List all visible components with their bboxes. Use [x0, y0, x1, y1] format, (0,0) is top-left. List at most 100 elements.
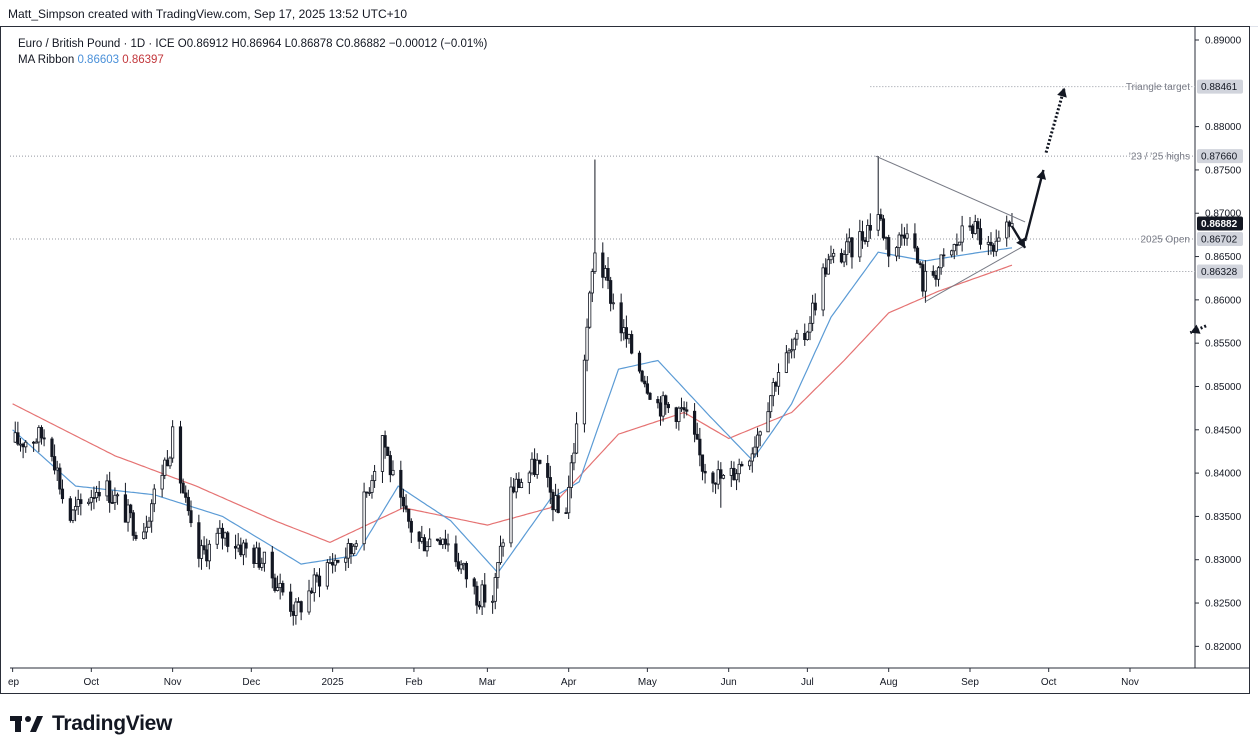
- candle-body: [50, 438, 54, 457]
- candle-body: [186, 496, 190, 512]
- candle-body: [719, 469, 723, 479]
- candle-body: [674, 407, 678, 422]
- candle-body: [535, 459, 539, 475]
- candle-body: [824, 267, 828, 275]
- candle-body: [215, 532, 219, 545]
- candle-body: [884, 237, 888, 239]
- candle-body: [918, 262, 922, 265]
- candle-body: [913, 233, 917, 249]
- candle-body: [108, 480, 112, 503]
- candle-body: [894, 247, 899, 257]
- candle-body: [677, 407, 681, 422]
- candle-body: [590, 271, 594, 294]
- candle-body: [312, 574, 316, 594]
- candle-body: [645, 383, 649, 394]
- candle-body: [325, 562, 329, 587]
- y-tick-label: 0.84000: [1205, 469, 1242, 480]
- level-price-label: 0.86328: [1201, 267, 1238, 278]
- candle-body: [845, 241, 849, 255]
- candle-body: [847, 237, 851, 243]
- candle-body: [994, 240, 998, 252]
- dotted-projection-arrow: [1044, 87, 1066, 154]
- candle-body: [299, 601, 303, 613]
- candle-body: [365, 491, 369, 494]
- candle-body: [21, 443, 25, 448]
- candle-body: [950, 250, 954, 256]
- level-price-tag: [1197, 232, 1243, 247]
- low-value: L0.86878: [284, 38, 333, 50]
- candle-body: [223, 532, 227, 539]
- x-tick-label: Jul: [801, 677, 814, 688]
- y-tick-label: 0.86000: [1205, 295, 1242, 306]
- tradingview-logo[interactable]: TradingView: [10, 712, 172, 736]
- candle-body: [160, 474, 164, 490]
- candle-body: [748, 460, 752, 467]
- candle-body: [71, 509, 75, 521]
- candle-body: [514, 478, 518, 493]
- candle-body: [832, 252, 836, 257]
- candle-body: [134, 535, 138, 539]
- candle-body: [477, 604, 482, 608]
- candle-body: [205, 549, 209, 562]
- triangle-lower-trendline: [925, 244, 1026, 303]
- candle-body: [152, 488, 156, 505]
- candle-body: [315, 574, 319, 577]
- open-value: O0.86912: [177, 38, 229, 50]
- candle-body: [399, 469, 403, 498]
- candle-body: [826, 259, 830, 275]
- candle-body: [150, 503, 154, 522]
- candle-body: [732, 467, 736, 481]
- candle-body: [574, 423, 579, 454]
- candle-body: [456, 561, 461, 570]
- arrow-head: [1036, 169, 1047, 180]
- y-tick-label: 0.82500: [1205, 599, 1242, 610]
- candle-body: [39, 427, 44, 439]
- candle-body: [226, 532, 230, 547]
- candle-body: [501, 542, 505, 547]
- candle-body: [868, 225, 872, 231]
- level-price-tag: [1197, 79, 1243, 94]
- candle-body: [658, 402, 663, 417]
- y-tick-label: 0.85500: [1205, 339, 1242, 350]
- arrow-head: [1016, 237, 1026, 248]
- candle-body: [110, 502, 114, 504]
- symbol-label[interactable]: Euro / British Pound · 1D · ICE: [18, 38, 175, 50]
- chart-frame: [0, 26, 1250, 694]
- candle-body: [260, 562, 264, 568]
- indicator-label[interactable]: MA Ribbon: [18, 54, 75, 66]
- candle-body: [79, 499, 83, 504]
- candle-body: [766, 411, 770, 433]
- indicator-row: MA Ribbon 0.86603 0.86397: [18, 52, 487, 68]
- projection-arrow: [1023, 169, 1045, 242]
- candle-body: [989, 241, 993, 246]
- candle-body: [829, 255, 833, 261]
- candle-body: [666, 403, 670, 409]
- candle-body: [679, 407, 684, 410]
- candle-body: [207, 543, 211, 562]
- candle-body: [296, 601, 301, 603]
- candle-body: [291, 611, 295, 616]
- candle-body: [939, 254, 943, 269]
- candle-body: [199, 545, 204, 559]
- candle-body: [126, 504, 130, 523]
- candle-body: [438, 540, 442, 545]
- candle-body: [87, 501, 91, 504]
- candle-body: [879, 214, 883, 220]
- candle-body: [960, 225, 964, 243]
- candle-body: [737, 463, 741, 475]
- candle-body: [278, 582, 282, 588]
- candle-body: [16, 432, 20, 445]
- level-annotation: '23 / '25 highs: [1129, 152, 1190, 163]
- candle-body: [171, 426, 175, 459]
- candle-body: [703, 470, 707, 474]
- candle-body: [887, 237, 891, 257]
- candle-body: [572, 452, 576, 464]
- candle-body: [527, 472, 531, 483]
- candle-body: [931, 270, 935, 276]
- candle-body: [275, 587, 280, 591]
- candle-body: [611, 302, 615, 305]
- price-chart[interactable]: 0.89000 0.88000 0.87500 0.87000 0.86500 0.860…: [0, 0, 1258, 700]
- candle-body: [236, 544, 240, 549]
- candle-body: [333, 559, 337, 566]
- candle-body: [509, 486, 513, 544]
